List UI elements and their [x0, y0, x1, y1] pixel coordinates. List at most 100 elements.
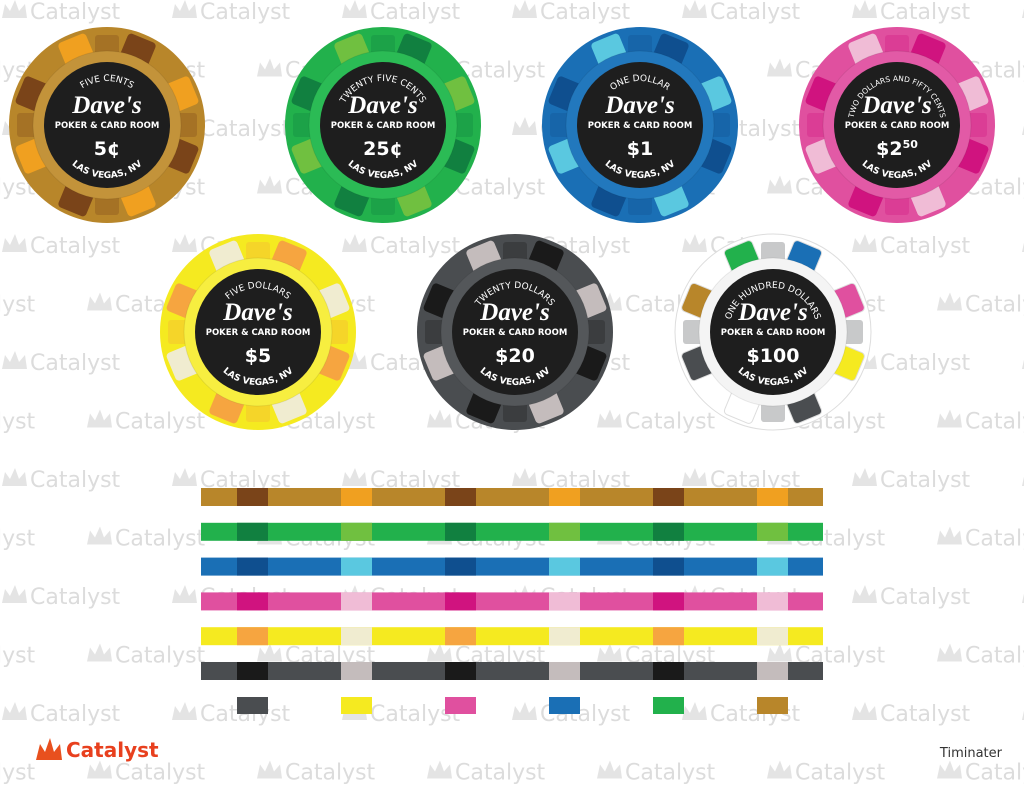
swatch: [237, 697, 268, 714]
chip-center: [452, 269, 578, 395]
chip-center: [834, 62, 960, 188]
stripe-insert: [757, 488, 788, 506]
chip-value-main: $5: [245, 345, 271, 367]
watermark-text: Catalyst: [625, 761, 716, 786]
stripe-insert: [341, 627, 372, 646]
chip-insert-faint: [246, 242, 270, 262]
watermark-text: Catalyst: [200, 117, 291, 142]
chip-center: [320, 62, 446, 188]
stripe-insert: [757, 557, 788, 576]
watermark-icon: [172, 234, 197, 252]
watermark-text: Catalyst: [965, 293, 1024, 318]
watermark-icon: [937, 643, 962, 662]
stripe-insert: [549, 488, 580, 506]
watermark-icon: [597, 409, 622, 428]
watermark-icon: [597, 643, 622, 662]
swatch: [341, 697, 372, 714]
watermark-text: Catalyst: [0, 410, 36, 435]
watermark-icon: [172, 585, 197, 603]
chip-insert-faint: [550, 113, 570, 137]
watermark-text: Catalyst: [965, 644, 1024, 669]
stripe-insert: [341, 557, 372, 576]
swatch: [549, 697, 580, 714]
watermark-icon: [682, 234, 707, 252]
chip-value-main: $20: [495, 345, 535, 367]
swatch: [653, 697, 684, 714]
watermark-text: Catalyst: [115, 761, 206, 786]
chip-insert-faint: [168, 320, 188, 344]
stripe-insert: [445, 488, 476, 506]
chip-insert-faint: [293, 113, 313, 137]
stripe-insert: [341, 662, 372, 680]
watermark-icon: [257, 760, 282, 779]
stripe-insert: [757, 627, 788, 646]
stripe-insert: [757, 522, 788, 541]
stripe-insert: [653, 522, 684, 541]
chip-value: $100: [747, 345, 800, 367]
chip-insert-faint: [967, 113, 987, 137]
watermark-text: Catalyst: [30, 234, 121, 259]
stripe-insert: [341, 522, 372, 541]
chip-insert-faint: [683, 320, 703, 344]
stripe-insert: [549, 627, 580, 646]
stripe-insert: [653, 592, 684, 611]
watermark-icon: [342, 468, 367, 486]
watermark-icon: [512, 468, 537, 486]
chip-insert-faint: [503, 402, 527, 422]
watermark-icon: [87, 643, 112, 662]
chip-insert-faint: [425, 320, 445, 344]
stripe-insert: [237, 592, 268, 611]
watermark-icon: [87, 526, 112, 545]
stripe-insert: [341, 592, 372, 611]
logo-icon: [36, 738, 62, 760]
stripe-insert: [549, 592, 580, 611]
watermark-icon: [682, 702, 707, 720]
watermark-icon: [257, 175, 282, 194]
watermark-icon: [2, 585, 27, 603]
watermark-text: Catalyst: [880, 468, 971, 493]
watermark-icon: [172, 468, 197, 486]
watermark-icon: [852, 585, 877, 603]
stripe-insert: [237, 662, 268, 680]
watermark-text: Catalyst: [880, 585, 971, 610]
watermark-icon: [937, 292, 962, 311]
watermark-text: Catalyst: [0, 527, 36, 552]
chip-value: 5¢: [94, 138, 120, 160]
watermark-icon: [512, 0, 537, 18]
chip-value: $20: [495, 345, 535, 367]
chip-insert-faint: [328, 320, 348, 344]
watermark-text: Catalyst: [455, 59, 546, 84]
watermark-icon: [427, 409, 452, 428]
swatch: [757, 697, 788, 714]
watermark-icon: [767, 760, 792, 779]
watermark-icon: [87, 760, 112, 779]
chip-insert-faint: [177, 113, 197, 137]
watermark-icon: [937, 409, 962, 428]
chip-insert-faint: [628, 35, 652, 55]
stripe-insert: [445, 522, 476, 541]
chip-insert-faint: [503, 242, 527, 262]
watermark-icon: [852, 234, 877, 252]
stripe-insert: [237, 522, 268, 541]
stripe-insert: [237, 627, 268, 646]
watermark-icon: [2, 351, 27, 369]
watermark-icon: [342, 234, 367, 252]
watermark-text: Catalyst: [880, 0, 971, 25]
chip-name: Dave's: [222, 299, 292, 326]
swatch: [445, 697, 476, 714]
watermark-icon: [852, 0, 877, 18]
chip-insert-faint: [585, 320, 605, 344]
stripe-insert: [445, 592, 476, 611]
watermark-text: Catalyst: [30, 585, 121, 610]
watermark-text: Catalyst: [115, 410, 206, 435]
watermark-icon: [2, 0, 27, 18]
watermark-text: Catalyst: [200, 0, 291, 25]
chip-name: Dave's: [861, 92, 931, 119]
watermark-icon: [852, 468, 877, 486]
chip-center: [577, 62, 703, 188]
